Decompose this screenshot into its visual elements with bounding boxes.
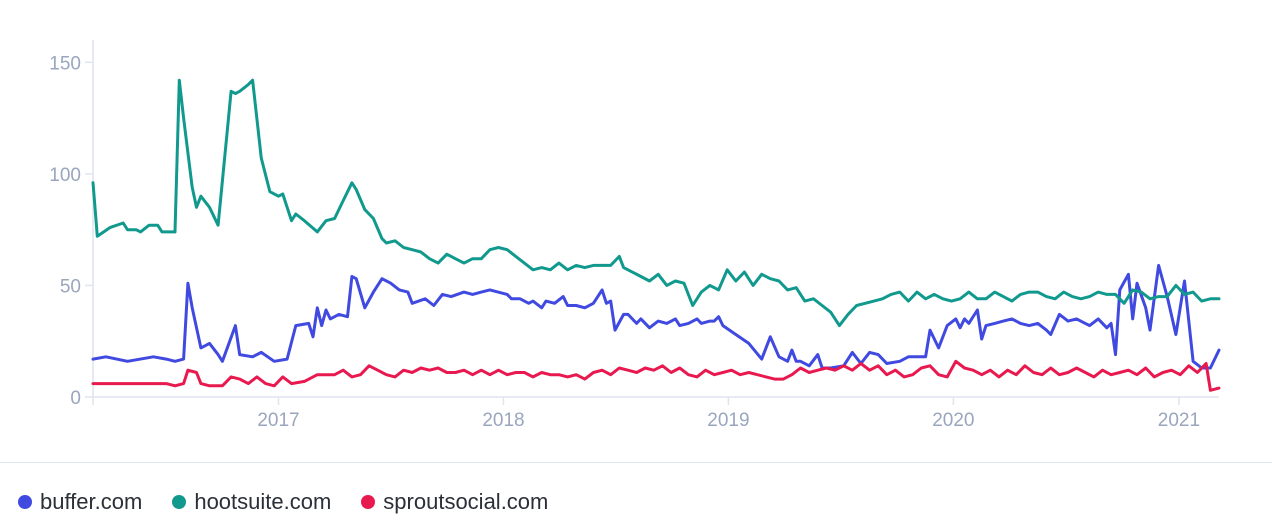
line-chart: 0 50 100 150 2017 2018 2019 2020 2021 xyxy=(49,40,1221,431)
legend-label-buffer: buffer.com xyxy=(40,489,143,514)
series-layer xyxy=(91,78,1221,392)
y-tick-label: 100 xyxy=(49,165,81,186)
series-line-sproutsocial[interactable] xyxy=(91,359,1221,392)
series-line-hootsuite[interactable] xyxy=(91,78,1221,328)
y-tick-label: 150 xyxy=(49,53,81,74)
x-tick-label: 2018 xyxy=(482,410,524,431)
legend: buffer.com hootsuite.com sproutsocial.co… xyxy=(18,489,548,515)
series-line-buffer[interactable] xyxy=(91,263,1221,370)
x-tick-label: 2020 xyxy=(932,410,974,431)
x-tick-label: 2019 xyxy=(707,410,749,431)
y-tick-label: 50 xyxy=(60,276,81,297)
legend-dot-buffer xyxy=(18,495,32,509)
legend-dot-sproutsocial xyxy=(361,495,376,509)
legend-label-sproutsocial: sproutsocial.com xyxy=(383,489,549,514)
legend-item-hootsuite[interactable]: hootsuite.com xyxy=(172,489,331,515)
y-tick-label: 0 xyxy=(70,388,81,409)
legend-item-sproutsocial[interactable]: sproutsocial.com xyxy=(361,489,548,515)
x-axis: 2017 2018 2019 2020 2021 xyxy=(92,396,1219,431)
legend-label-hootsuite: hootsuite.com xyxy=(194,489,332,514)
y-axis: 0 50 100 150 xyxy=(49,40,94,409)
legend-divider xyxy=(0,462,1272,463)
x-tick-label: 2021 xyxy=(1158,410,1200,431)
legend-item-buffer[interactable]: buffer.com xyxy=(18,489,142,515)
x-tick-label: 2017 xyxy=(257,410,299,431)
legend-dot-hootsuite xyxy=(172,495,187,509)
